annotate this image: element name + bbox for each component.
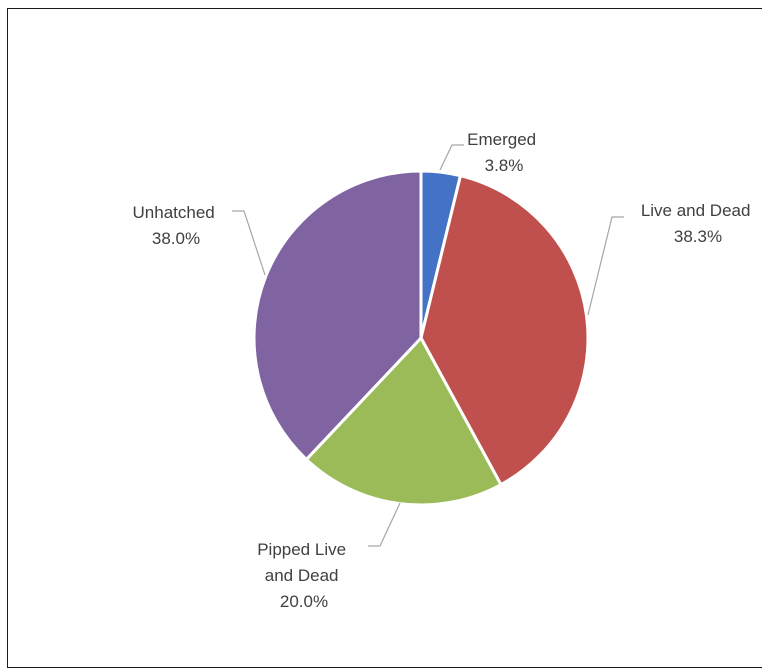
slice-label-emerged-percent: 3.8% [485, 156, 524, 175]
leader-line-unhatched [232, 210, 266, 276]
leader-line-pipped [368, 502, 401, 547]
pie-slices [252, 169, 590, 507]
pie-slice-live-and-dead [419, 174, 590, 487]
leader-line-live-and-dead [587, 216, 624, 316]
slice-label-live-and-dead-name: Live and Dead [641, 201, 751, 220]
slice-label-pipped-line1: Pipped Live [257, 540, 346, 559]
slice-label-unhatched-percent: 38.0% [152, 229, 200, 248]
slice-label-unhatched-name: Unhatched [133, 203, 215, 222]
slice-label-emerged: Emerged 3.8% [467, 130, 541, 175]
slice-label-live-and-dead-percent: 38.3% [674, 227, 722, 246]
pie-chart: Emerged 3.8% Live and Dead 38.3% Pipped … [133, 130, 755, 611]
leader-lines [232, 144, 624, 547]
leader-line-emerged [439, 144, 464, 171]
pie-slice-unhatched [252, 169, 423, 461]
slice-label-pipped-line2: and Dead [265, 566, 339, 585]
slice-label-live-and-dead: Live and Dead 38.3% [641, 201, 755, 246]
slice-label-pipped: Pipped Live and Dead 20.0% [257, 540, 351, 611]
slice-label-pipped-percent: 20.0% [280, 592, 328, 611]
slice-label-unhatched: Unhatched 38.0% [133, 203, 220, 248]
slice-label-emerged-name: Emerged [467, 130, 536, 149]
